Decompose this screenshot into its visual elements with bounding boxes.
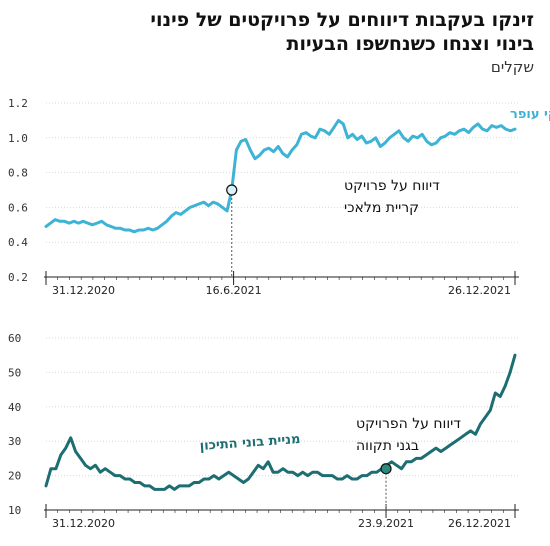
series-line [44, 118, 517, 234]
y-tick-label: 0.6 [8, 201, 28, 214]
annotation-text-line2: בגני תקווה [356, 438, 419, 454]
x-tick-label: 16.6.2021 [206, 284, 262, 297]
series-label: מניית לוינסקי עופר [510, 107, 550, 122]
x-tick-label: 26.12.2021 [448, 284, 511, 297]
unit-label: שקלים [490, 58, 534, 76]
series-label: מניית בוני התיכון [199, 432, 301, 454]
annotation-marker [226, 184, 238, 196]
x-tick-label: 23.9.2021 [358, 517, 414, 530]
y-tick-label: 30 [8, 435, 21, 448]
y-tick-label: 0.2 [8, 271, 28, 284]
annotation-text-line1: דיווח על פרויקט [344, 178, 440, 194]
y-tick-label: 40 [8, 401, 21, 414]
x-tick-label: 26.12.2021 [448, 517, 511, 530]
annotation-marker [380, 463, 392, 475]
y-tick-label: 0.4 [8, 236, 28, 249]
y-tick-label: 1.0 [8, 132, 28, 145]
x-tick-label: 31.12.2020 [52, 517, 115, 530]
chart-title: זינקו בעקבות דיווחים על פרויקטים של פינו… [14, 8, 534, 56]
y-tick-label: 10 [8, 504, 21, 517]
y-tick-label: 1.2 [8, 97, 28, 110]
y-tick-label: 0.8 [8, 167, 28, 180]
annotation-text-line1: דיווח על הפרויקט [356, 416, 461, 432]
y-tick-label: 50 [8, 366, 21, 379]
series-line [44, 353, 517, 491]
chart-title-line1: זינקו בעקבות דיווחים על פרויקטים של פינו… [150, 9, 534, 31]
x-tick-label: 31.12.2020 [52, 284, 115, 297]
annotation-text-line2: קריית מלאכי [344, 200, 419, 216]
y-tick-label: 60 [8, 332, 21, 345]
y-tick-label: 20 [8, 470, 21, 483]
chart-title-line2: בינוי וצנחו כשנחשפו הבעיות [286, 33, 534, 55]
